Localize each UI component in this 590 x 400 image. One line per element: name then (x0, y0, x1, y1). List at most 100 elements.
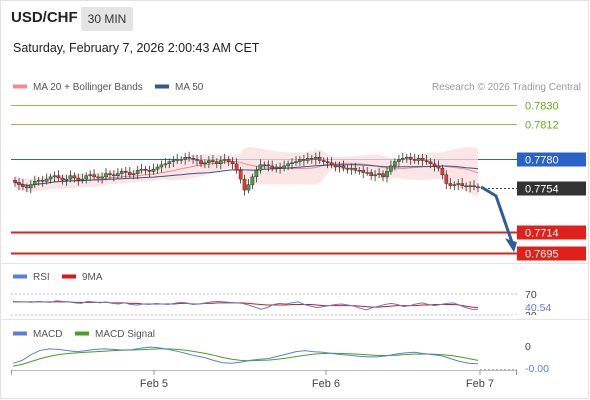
candle-body (203, 162, 207, 164)
instrument-title: USD/CHF (11, 9, 78, 26)
candle-body (424, 160, 429, 162)
candle-body (428, 161, 433, 165)
candle-body (175, 159, 180, 161)
candle-body (337, 165, 342, 168)
macd-panel: 0 -0.00 (12, 341, 549, 375)
candle-body (377, 173, 381, 175)
candle-body (207, 160, 211, 163)
legend-swatch-rsi (13, 274, 27, 279)
candle-body (365, 172, 370, 174)
candle-body (274, 166, 279, 169)
candle-body (226, 159, 231, 162)
candle-body (56, 175, 61, 179)
candle-body (432, 163, 437, 167)
candle-body (143, 168, 148, 171)
candle-body (258, 164, 263, 171)
candle-body (29, 184, 33, 189)
forecast-arrow-head (505, 238, 517, 253)
legend-label-9ma: 9MA (82, 272, 103, 283)
candle-body (290, 162, 294, 164)
candle-body (211, 160, 215, 162)
candle-body (33, 181, 37, 185)
candle-body (254, 170, 259, 178)
candle-body (72, 175, 77, 179)
candle-body (119, 171, 124, 174)
candle-body (282, 165, 286, 169)
bollinger-fill (15, 147, 478, 197)
candle-body (76, 177, 81, 181)
legend-label-macd: MACD (33, 329, 62, 340)
candle-body (452, 184, 457, 186)
candle-body (104, 173, 108, 178)
candle-body (246, 184, 251, 191)
candle-body (84, 175, 88, 180)
last-price-label-bg (517, 181, 586, 196)
candle-body (401, 158, 405, 160)
last-price-label: 0.7754 (525, 184, 559, 196)
macd-value-label: -0.00 (525, 363, 549, 375)
bollinger-band (14, 147, 479, 197)
rsi-label-mask (510, 315, 540, 319)
candle-body (17, 182, 21, 185)
candle-body (306, 158, 310, 161)
candle-body (218, 160, 223, 164)
candle-body (270, 165, 275, 169)
candle-body (266, 164, 271, 167)
candle-body (40, 179, 45, 182)
candle-body (440, 167, 445, 175)
macd-line (12, 346, 479, 365)
candle-body (60, 177, 65, 181)
candle-body (88, 174, 92, 176)
x-tick-label: Feb 5 (140, 378, 168, 390)
candle-body (476, 186, 480, 189)
candle-body (195, 159, 199, 161)
candle-body (112, 174, 116, 176)
x-tick-label: Feb 6 (312, 378, 340, 390)
rsi-line (12, 300, 479, 311)
candle-body (167, 161, 172, 165)
forecast-arrow-shaft (480, 185, 514, 243)
candle-body (147, 170, 152, 172)
candle-body (456, 183, 461, 185)
candle-body (171, 160, 176, 162)
legend-label-ma20: MA 20 + Bollinger Bands (33, 82, 143, 93)
legend-swatch-ma50 (155, 84, 169, 89)
rsi-legend: RSI 9MA (13, 272, 103, 283)
macd-legend: MACD MACD Signal (13, 329, 155, 340)
candle-body (405, 156, 409, 159)
candle-body (321, 160, 326, 162)
candle-body (179, 159, 184, 161)
candle-body (464, 185, 468, 187)
candle-body (214, 161, 219, 165)
candle-body (64, 178, 69, 181)
candle-body (250, 176, 255, 185)
candle-body (44, 178, 49, 182)
candle-body (262, 164, 267, 167)
candle-body (353, 167, 358, 171)
candle-body (234, 163, 239, 171)
candle-body (48, 176, 53, 180)
candle-body (68, 175, 73, 180)
candle-body (183, 156, 188, 160)
candle-body (278, 166, 282, 169)
pivot-label-bg (517, 152, 586, 167)
candle-body (13, 179, 17, 183)
candle-body (314, 156, 318, 160)
support-label-bg (517, 246, 586, 261)
candle-body (294, 161, 298, 163)
candle-body (393, 161, 397, 167)
candle-body (472, 185, 476, 187)
timeframe-button[interactable]: 30 MIN (81, 7, 133, 31)
timestamp: Saturday, February 7, 2026 2:00:43 AM CE… (13, 41, 260, 55)
candle-body (436, 165, 441, 169)
candle-body (242, 178, 247, 191)
candle-body (135, 170, 140, 174)
candle-body (96, 176, 100, 179)
candle-body (325, 161, 330, 163)
macd-signal-line (12, 348, 479, 367)
candle-body (369, 172, 374, 176)
candle-body (345, 167, 350, 170)
candle-body (397, 159, 401, 162)
support-label: 0.7695 (525, 249, 559, 261)
